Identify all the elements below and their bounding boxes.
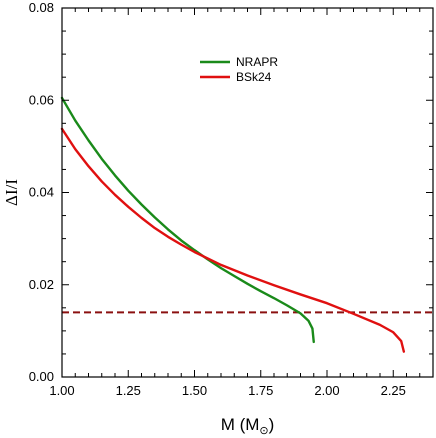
- x-tick-label: 1.50: [182, 383, 207, 398]
- series-line-nrapr: [60, 96, 315, 344]
- x-tick-label: 2.00: [314, 383, 339, 398]
- y-tick-label: 0.00: [29, 369, 54, 384]
- x-axis-title-sub: ⊙: [259, 425, 268, 437]
- axis-ticks: [61, 7, 434, 378]
- y-tick-label: 0.02: [29, 277, 54, 292]
- x-tick-label: 1.75: [248, 383, 273, 398]
- legend-label-bsk24: BSk24: [236, 70, 272, 84]
- y-tick-label: 0.06: [29, 92, 54, 107]
- tick-labels: 1.00 1.25 1.50 1.75 2.00 2.25 0.00 0.02 0.04 0.06…: [29, 0, 406, 398]
- x-tick-label: 2.25: [381, 383, 406, 398]
- series-line-bsk24: [60, 127, 406, 353]
- x-tick-label: 1.25: [116, 383, 141, 398]
- x-axis-title-close: ): [269, 415, 275, 434]
- legend-label-nrapr: NRAPR: [236, 55, 278, 69]
- y-tick-label: 0.08: [29, 0, 54, 15]
- x-axis-title: M (M⊙): [221, 415, 275, 437]
- plot-marks: [60, 96, 433, 353]
- y-axis-title: ΔI/I: [2, 179, 21, 206]
- x-tick-label: 1.00: [49, 383, 74, 398]
- y-tick-label: 0.04: [29, 185, 54, 200]
- x-axis-title-main: M (M: [221, 415, 260, 434]
